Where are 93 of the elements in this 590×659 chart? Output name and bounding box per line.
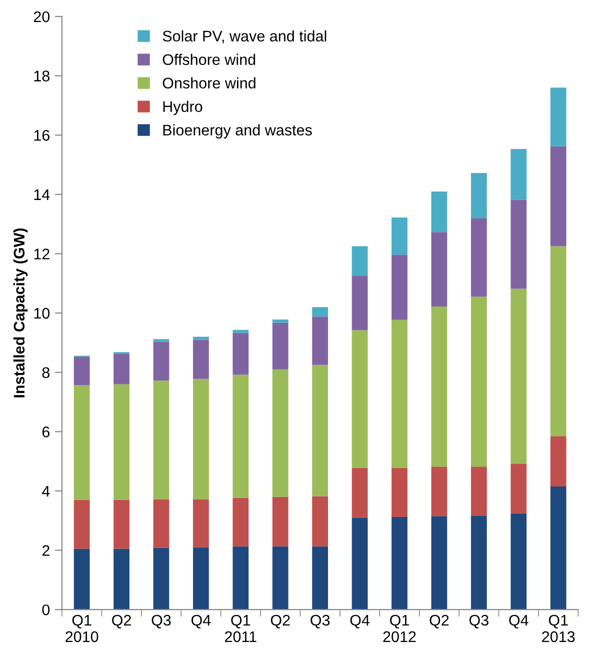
y-tick-label: 16 [34,130,50,141]
bar [510,288,527,464]
y-tick-label: 4 [42,486,50,496]
bar [74,500,90,549]
bar [232,330,249,333]
bar [431,306,448,467]
x-tick-label: Q3 [469,614,488,628]
bar [470,466,487,516]
bar [74,548,90,610]
y-tick-label: 20 [34,11,50,22]
bar [114,384,130,500]
bar [114,500,130,549]
bar [74,385,90,500]
bar [470,296,487,467]
bar [431,466,448,516]
legend-label: Bioenergy and wastes [163,124,312,139]
bar [232,374,249,498]
bar [510,464,527,514]
bar [352,276,368,330]
y-tick-label: 10 [34,308,50,319]
bar [272,320,288,323]
bar [153,499,170,548]
y-tick-label: 14 [34,189,50,200]
bar [431,516,448,610]
bar [550,146,566,246]
bar [392,320,408,468]
bar [550,486,566,610]
bar [312,496,328,546]
bar [153,339,170,342]
bar [232,498,249,546]
bar [272,369,288,497]
bar [153,548,170,610]
bar [392,468,408,518]
bar [312,316,328,365]
bar [272,546,288,610]
y-tick-label: 6 [42,426,50,438]
bar [352,246,368,276]
bar [74,356,90,386]
bar [312,364,328,496]
y-tick-label: 12 [34,248,50,260]
bar [114,354,130,384]
bar [193,378,209,500]
y-axis-title: Installed Capacity (GW) [13,228,28,398]
bar [431,191,448,232]
bar [193,336,209,340]
bar [392,218,408,255]
bar [232,546,249,610]
x-tick-label: Q2 [270,614,290,628]
bar [352,468,368,518]
bar [193,340,209,379]
x-tick-label: Q1 2012 [383,614,416,642]
y-tick-label: 0 [42,604,50,616]
bar [510,513,527,610]
bar [392,517,408,610]
legend-label: Offshore wind [162,54,256,66]
x-tick-label: Q4 [191,614,211,628]
x-tick-label: Q1 2010 [66,614,98,642]
x-tick-label: Q3 [310,614,330,628]
legend-label: Solar PV, wave and tidal [162,30,326,44]
x-tick-label: Q3 [152,614,171,628]
bar [272,496,288,546]
y-tick-label: 2 [42,545,50,556]
x-tick-label: Q1 2013 [542,614,575,642]
bar [470,173,487,218]
bar [272,322,288,370]
x-tick-label: Q1 2011 [224,614,256,642]
bar [431,232,448,306]
y-tick-label: 18 [34,70,50,82]
bar [153,380,170,500]
y-tick-label: 8 [42,367,50,378]
bar [312,307,328,317]
bar [550,436,566,487]
bar [550,246,566,436]
x-tick-label: Q2 [112,614,131,628]
bar [550,88,566,146]
legend-label: Hydro [163,100,202,116]
bar [114,548,130,610]
bar [510,200,527,289]
bar [153,342,170,381]
legend-label: Onshore wind [162,77,256,89]
bar [193,499,209,548]
bar [392,254,408,320]
x-tick-label: Q4 [509,614,528,628]
x-tick-label: Q4 [350,614,370,628]
bar [312,546,328,610]
bar [470,218,487,297]
bar [470,516,487,610]
bar [352,330,368,468]
bar [510,149,527,200]
bar [352,518,368,610]
x-tick-label: Q2 [430,614,449,628]
bar [193,547,209,610]
bar [232,332,249,375]
